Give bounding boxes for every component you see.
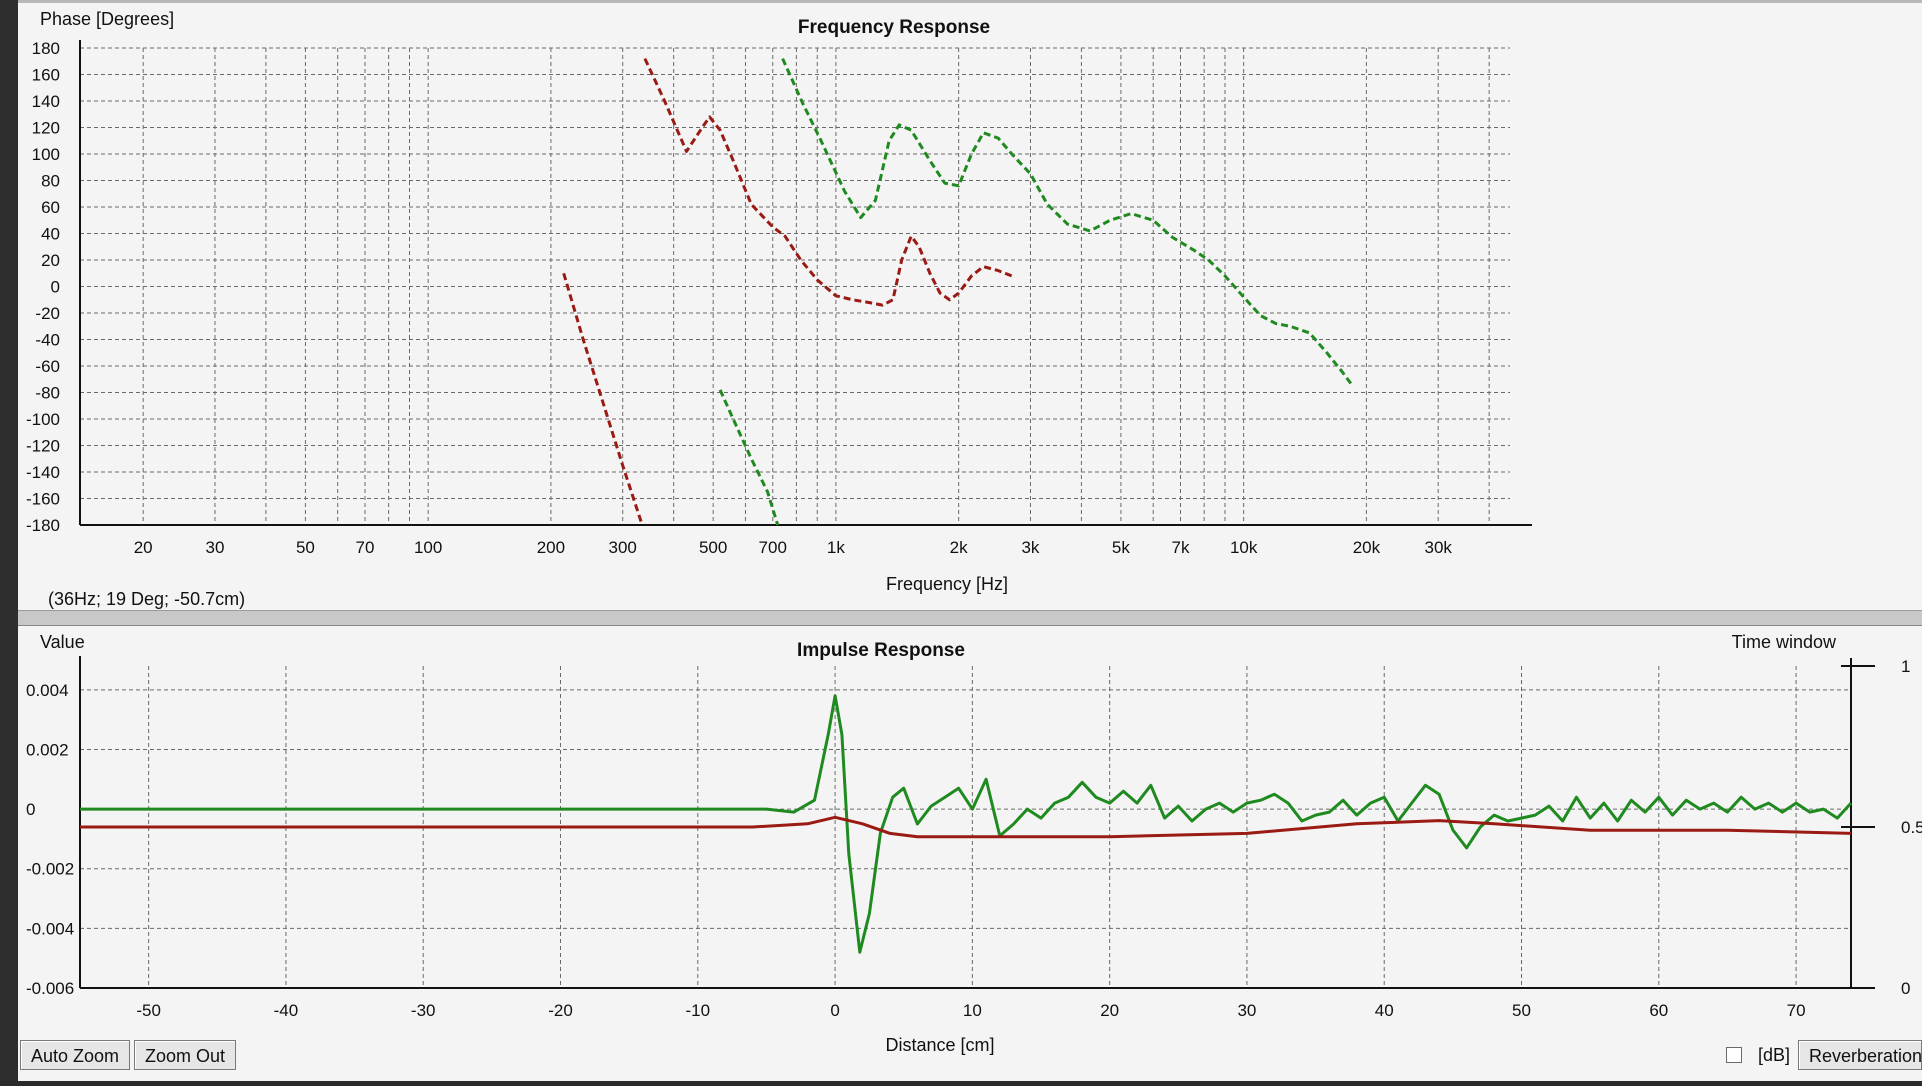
value-axis-label: Value: [40, 632, 85, 652]
impulse-response-panel: -50 -40 -30 -20 -10 0 10 20 30 40 50 60 70 0.004 0.002…: [18, 625, 1922, 1081]
impulse-response-chart[interactable]: -50 -40 -30 -20 -10 0 10 20 30 40 50 60 700.0040.002…: [18, 626, 1922, 1081]
frequency-tick-label: 10k: [1230, 538, 1258, 557]
impulse-chart-title: Impulse Response: [797, 640, 965, 661]
frequency-series: [562, 57, 1354, 526]
time-window-tick-label: 0: [1901, 979, 1910, 998]
distance-axis-label: Distance [cm]: [885, 1035, 994, 1055]
phase-tick-label: -160: [26, 490, 60, 509]
phase-axis-label: Phase [Degrees]: [40, 9, 174, 29]
impulse-series: [80, 694, 1853, 954]
distance-tick-label: 30: [1237, 1001, 1256, 1020]
auto-zoom-button[interactable]: Auto Zoom: [20, 1040, 131, 1070]
distance-tick-label: 70: [1787, 1001, 1806, 1020]
frequency-grid: [80, 47, 1510, 526]
impulse-line: [80, 694, 1853, 954]
time-window-axis-label: Time window: [1732, 632, 1837, 652]
value-tick-label: 0: [26, 800, 35, 819]
phase-tick-label: -180: [26, 516, 60, 535]
distance-tick-label: 0: [830, 1001, 839, 1020]
phase-tick-label: 140: [32, 92, 60, 111]
frequency-tick-label: 700: [759, 538, 787, 557]
time-window-tick-label: 0.5: [1901, 818, 1922, 837]
phase-series-line: [643, 57, 1013, 307]
phase-tick-label: 80: [41, 172, 60, 191]
impulse-axes: -50 -40 -30 -20 -10 0 10 20 30 40 50 60 700.0040.002…: [26, 656, 1922, 1020]
phase-series-line: [562, 272, 644, 526]
frequency-tick-label: 3k: [1021, 538, 1039, 557]
distance-tick-label: 40: [1375, 1001, 1394, 1020]
left-frame-strip: [0, 0, 18, 1080]
frequency-tick-label: 2k: [950, 538, 968, 557]
phase-tick-label: 160: [32, 66, 60, 85]
value-tick-label: 0.002: [26, 740, 69, 759]
frequency-tick-label: 300: [609, 538, 637, 557]
distance-tick-label: 50: [1512, 1001, 1531, 1020]
frequency-tick-label: 100: [414, 538, 442, 557]
frequency-tick-label: 5k: [1112, 538, 1130, 557]
reverberation-button[interactable]: Reverberation: [1798, 1040, 1922, 1070]
frequency-tick-label: 500: [699, 538, 727, 557]
value-tick-label: -0.004: [26, 919, 74, 938]
distance-tick-label: -20: [548, 1001, 573, 1020]
phase-tick-label: -40: [35, 331, 60, 350]
frequency-axis-label: Frequency [Hz]: [886, 574, 1008, 594]
distance-tick-label: -10: [686, 1001, 711, 1020]
frequency-tick-label: 20: [134, 538, 153, 557]
phase-tick-label: 40: [41, 225, 60, 244]
phase-tick-label: -100: [26, 410, 60, 429]
phase-tick-label: -20: [35, 304, 60, 323]
value-tick-label: -0.002: [26, 860, 74, 879]
phase-tick-label: 180: [32, 39, 60, 58]
distance-tick-label: -50: [136, 1001, 161, 1020]
distance-tick-label: 10: [963, 1001, 982, 1020]
phase-tick-label: 60: [41, 198, 60, 217]
phase-tick-label: -140: [26, 463, 60, 482]
frequency-tick-label: 1k: [827, 538, 845, 557]
frequency-tick-label: 70: [356, 538, 375, 557]
zoom-out-button[interactable]: Zoom Out: [134, 1040, 237, 1070]
time-window-tick-label: 1: [1901, 657, 1910, 676]
time-window-line: [80, 815, 1852, 839]
frequency-tick-label: 200: [537, 538, 565, 557]
frequency-tick-label: 7k: [1172, 538, 1190, 557]
distance-tick-label: 60: [1649, 1001, 1668, 1020]
distance-tick-label: -40: [274, 1001, 299, 1020]
phase-tick-label: -120: [26, 437, 60, 456]
frequency-tick-label: 30k: [1424, 538, 1452, 557]
phase-tick-label: -60: [35, 357, 60, 376]
frequency-response-panel: 180 160 140 120 100 80 60 40 20 0 -20 -40 -60 -80 -100…: [18, 0, 1922, 613]
frequency-chart-title: Frequency Response: [798, 17, 990, 38]
value-tick-label: 0.004: [26, 681, 69, 700]
frequency-axes: 180160140120100806040200-20-40-60-80-100…: [26, 39, 1532, 557]
cursor-readout: (36Hz; 19 Deg; -50.7cm): [48, 589, 246, 609]
db-checkbox[interactable]: [1726, 1047, 1742, 1063]
phase-tick-label: 100: [32, 145, 60, 164]
frequency-response-chart[interactable]: 180160140120100806040200-20-40-60-80-100…: [18, 3, 1922, 610]
panel-splitter[interactable]: [18, 610, 1922, 626]
frequency-tick-label: 30: [206, 538, 225, 557]
db-label: [dB]: [1758, 1045, 1791, 1065]
value-tick-label: -0.006: [26, 979, 74, 998]
phase-series-line: [781, 57, 1354, 387]
phase-tick-label: 120: [32, 119, 60, 138]
distance-tick-label: -30: [411, 1001, 436, 1020]
phase-series-line: [718, 389, 780, 526]
distance-tick-label: 20: [1100, 1001, 1119, 1020]
frequency-tick-label: 20k: [1353, 538, 1381, 557]
phase-tick-label: 0: [51, 278, 60, 297]
frequency-tick-label: 50: [296, 538, 315, 557]
phase-tick-label: 20: [41, 251, 60, 270]
phase-tick-label: -80: [35, 384, 60, 403]
